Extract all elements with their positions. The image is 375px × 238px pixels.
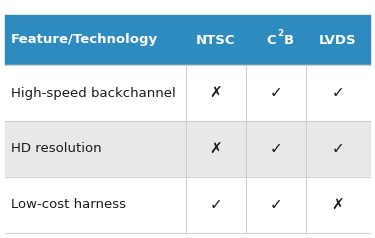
Bar (5, 177, 370, 233)
Text: NTSC: NTSC (196, 34, 236, 46)
Text: C: C (266, 34, 276, 46)
Text: ✗: ✗ (209, 142, 222, 157)
Text: ✗: ✗ (209, 85, 222, 100)
Text: ✓: ✓ (332, 85, 344, 100)
Text: HD resolution: HD resolution (11, 143, 102, 155)
Text: ✓: ✓ (270, 142, 282, 157)
Text: ✓: ✓ (270, 198, 282, 213)
Text: ✗: ✗ (332, 198, 344, 213)
Text: B: B (284, 34, 294, 46)
Text: Feature/Technology: Feature/Technology (11, 34, 158, 46)
Text: High-speed backchannel: High-speed backchannel (11, 86, 176, 99)
Bar (5, 65, 370, 121)
Text: Low-cost harness: Low-cost harness (11, 198, 126, 212)
Text: ✓: ✓ (332, 142, 344, 157)
Text: LVDS: LVDS (319, 34, 357, 46)
Text: ✓: ✓ (209, 198, 222, 213)
Bar (5, 15, 370, 65)
Text: 2: 2 (277, 30, 283, 39)
Text: ✓: ✓ (270, 85, 282, 100)
Bar (5, 121, 370, 177)
